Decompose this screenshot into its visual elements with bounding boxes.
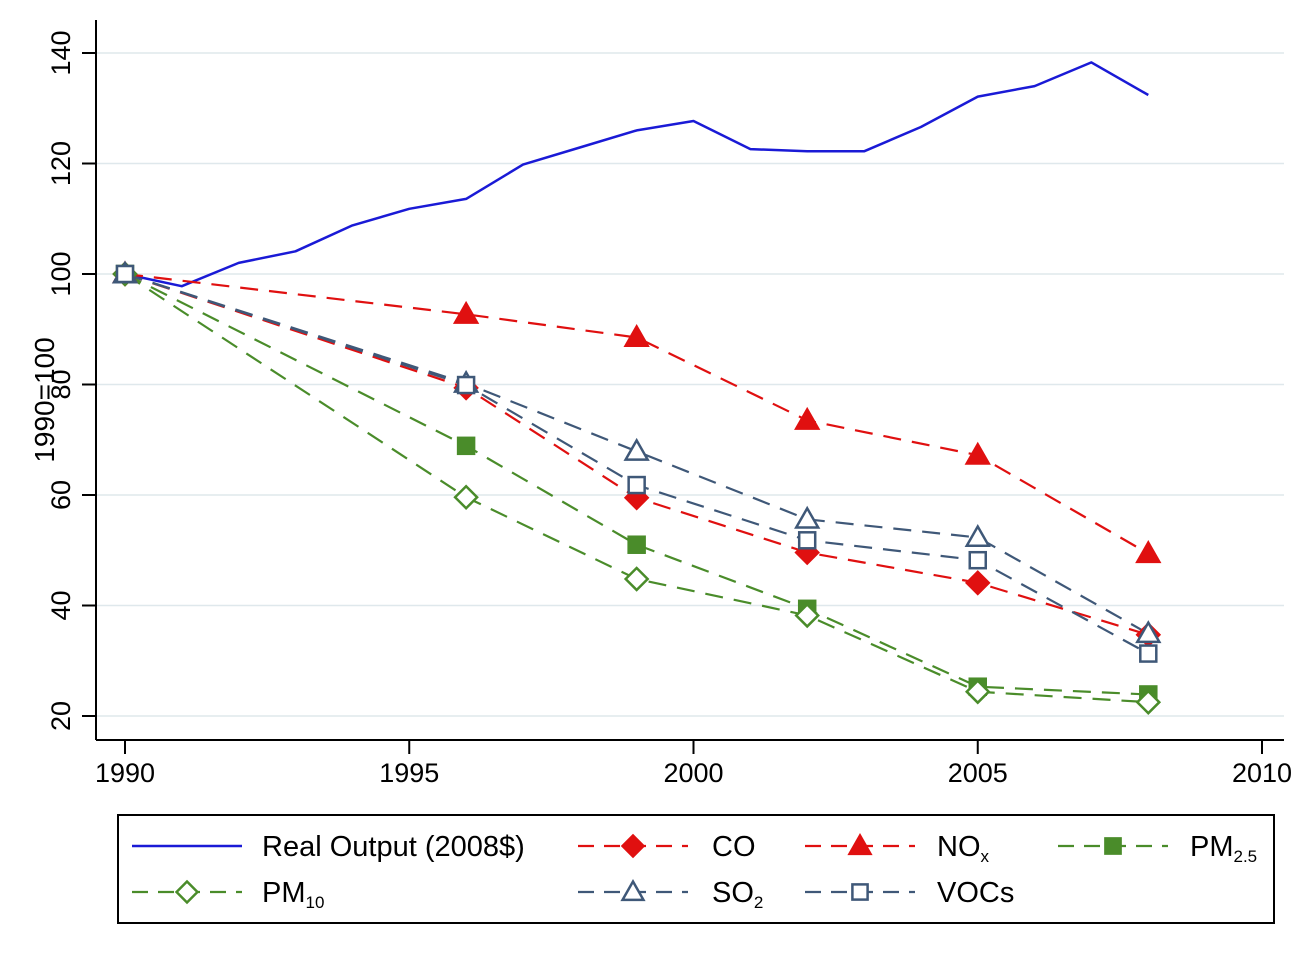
data-point (1135, 620, 1162, 644)
legend-label: CO (712, 831, 756, 863)
y-axis-title: 1990=100 (29, 337, 60, 462)
legend-marker (847, 833, 873, 856)
legend-box (117, 814, 1275, 924)
data-point (115, 264, 135, 284)
y-tick-label: 40 (46, 590, 76, 620)
series-line-so2 (124, 272, 1149, 635)
series-lines (124, 61, 1149, 704)
legend-marker (851, 883, 869, 901)
gridlines (96, 52, 1284, 717)
series-line-co (124, 272, 1149, 636)
x-tick-label: 2010 (1232, 758, 1292, 788)
data-point (794, 406, 821, 430)
x-tick-label: 1990 (95, 758, 155, 788)
data-point (964, 524, 991, 548)
data-point (964, 678, 991, 705)
x-tick-label: 1995 (379, 758, 439, 788)
x-tick-label: 2005 (948, 758, 1008, 788)
legend-marker (1104, 837, 1122, 855)
y-tick-label: 100 (46, 251, 76, 296)
y-tick-label: 60 (46, 480, 76, 510)
data-point (623, 324, 650, 348)
series-line-nox (124, 272, 1149, 555)
data-point (794, 602, 820, 629)
data-point (456, 375, 476, 395)
legend-marker (174, 879, 200, 905)
legend-label: VOCs (937, 877, 1014, 909)
y-tick-label: 20 (46, 701, 76, 731)
data-point (1135, 689, 1162, 715)
legend-label: PM2.5 (1190, 831, 1257, 866)
x-tick-label: 2000 (663, 758, 723, 788)
data-point (968, 550, 987, 570)
legend-label: SO2 (712, 877, 763, 912)
axes: 20 40 60 80 100 120 140 1990 1995 2000 2005 2010 (46, 20, 1292, 788)
data-point (452, 300, 480, 324)
series-line-real-output-2008- (124, 61, 1149, 288)
legend-label: PM10 (262, 877, 324, 912)
legend-label: Real Output (2008$) (262, 831, 525, 863)
legend-marker (620, 879, 646, 902)
data-point (794, 505, 821, 529)
data-point (453, 484, 479, 510)
y-tick-label: 140 (46, 30, 76, 75)
data-point (964, 441, 991, 465)
data-point (456, 436, 476, 456)
series-line-vocs (124, 272, 1149, 655)
data-point (1139, 644, 1158, 663)
data-point (964, 570, 991, 596)
legend-label: NOx (937, 831, 990, 866)
series-markers (111, 260, 1162, 715)
legend-marker (620, 833, 646, 859)
data-point (623, 566, 650, 592)
data-point (627, 475, 646, 495)
legend: Real Output (2008$) CO NOx PM2.5 PM10 SO2 VOCs (117, 814, 1275, 924)
series-line-pm2-5 (124, 273, 1149, 696)
data-point (797, 531, 817, 550)
data-point (627, 535, 646, 554)
y-tick-label: 120 (46, 141, 76, 186)
data-point (1135, 540, 1162, 564)
series-line-pm10 (124, 273, 1149, 704)
y-tick-label: 80 (46, 369, 76, 399)
data-point (623, 437, 650, 461)
